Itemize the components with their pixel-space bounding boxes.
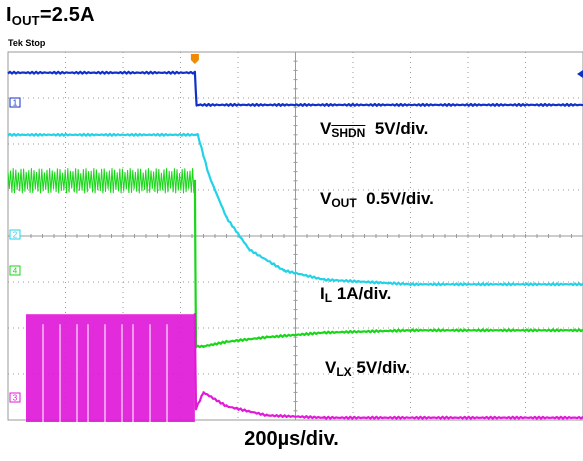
switching-band-ch3 xyxy=(26,314,195,422)
oscilloscope-plot: 1 2 4 3 xyxy=(7,51,583,422)
ripple-ch4 xyxy=(7,168,195,194)
waveform-traces xyxy=(7,70,583,422)
channel-marker-label-ch3: 3 xyxy=(13,394,18,403)
chart-title: IOUT=2.5A xyxy=(6,4,95,28)
channel-marker-label-ch4: 4 xyxy=(13,267,18,276)
channel-marker-ch3 xyxy=(9,392,21,403)
channel-marker-ch2 xyxy=(9,229,21,240)
annotation-vout: VOUT 0.5V/div. xyxy=(320,189,434,210)
record-position-bar xyxy=(190,54,583,78)
channel-marker-ch1 xyxy=(9,97,21,108)
annotation-vlx: VLX 5V/div. xyxy=(325,358,410,379)
channel-marker-ch4 xyxy=(9,265,21,276)
channel-marker-label-ch1: 1 xyxy=(13,99,18,108)
annotation-il: IL 1A/div. xyxy=(320,284,392,305)
timebase-label: 200µs/div. xyxy=(244,428,339,450)
trigger-level-marker xyxy=(577,70,583,78)
trace-ch1 xyxy=(7,70,583,107)
trace-ch3 xyxy=(193,312,583,420)
channel-markers: 1 2 4 3 xyxy=(9,97,21,403)
annotation-vshdn: VSHDN 5V/div. xyxy=(320,119,429,140)
trace-ch2 xyxy=(7,132,583,287)
channel-marker-label-ch2: 2 xyxy=(13,231,18,240)
trigger-position-marker xyxy=(190,54,199,64)
scope-status-label: Tek Stop xyxy=(8,38,46,48)
trace-ch4 xyxy=(193,179,583,349)
